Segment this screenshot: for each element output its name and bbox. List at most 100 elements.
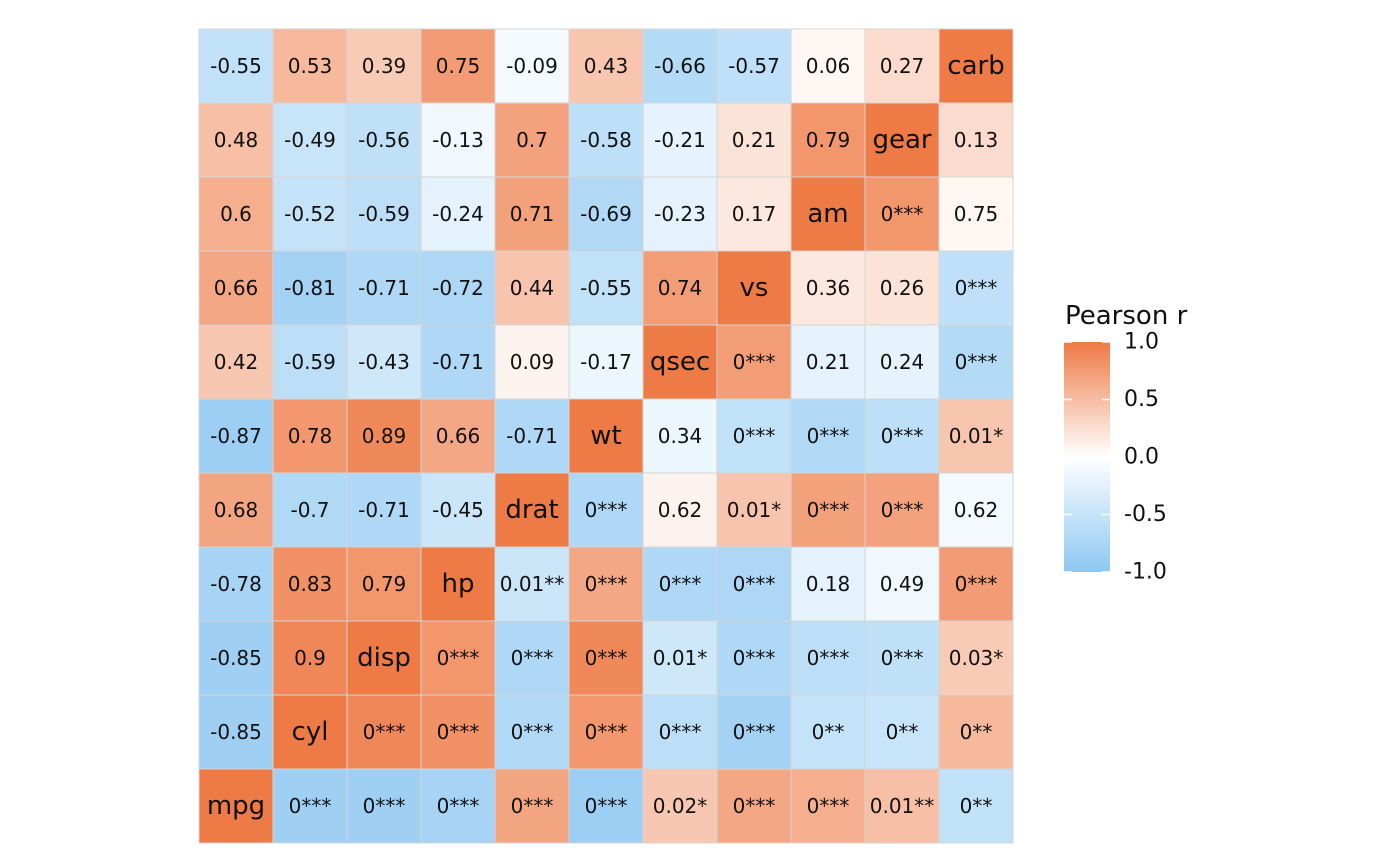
heatmap-cell-drat-carb bbox=[938, 472, 1014, 548]
heatmap-cell-hp-vs bbox=[716, 546, 792, 622]
heatmap-cell-mpg-wt bbox=[568, 768, 644, 844]
diagonal-label-carb: carb bbox=[947, 51, 1004, 81]
p-value-label-drat-carb: 0.62 bbox=[954, 498, 999, 522]
heatmap-cell-vs-qsec bbox=[642, 250, 718, 326]
p-value-label-wt-qsec: 0.34 bbox=[658, 424, 703, 448]
r-value-label-carb-disp: 0.39 bbox=[362, 54, 407, 78]
heatmap-cell-disp-mpg bbox=[198, 620, 274, 696]
p-value-label-vs-carb: 0*** bbox=[955, 276, 998, 300]
diagonal-label-vs: vs bbox=[740, 273, 769, 303]
p-value-label-disp-hp: 0*** bbox=[437, 646, 480, 670]
p-value-label-mpg-gear: 0.01** bbox=[870, 794, 935, 818]
heatmap-cell-disp-disp bbox=[346, 620, 422, 696]
p-value-label-qsec-am: 0.21 bbox=[806, 350, 851, 374]
heatmap-cell-wt-disp bbox=[346, 398, 422, 474]
legend-tick-label: -0.5 bbox=[1124, 502, 1167, 527]
p-value-label-mpg-qsec: 0.02* bbox=[653, 794, 708, 818]
p-value-label-am-carb: 0.75 bbox=[954, 202, 999, 226]
heatmap-cell-wt-drat bbox=[494, 398, 570, 474]
r-value-label-qsec-drat: 0.09 bbox=[510, 350, 555, 374]
p-value-label-disp-qsec: 0.01* bbox=[653, 646, 708, 670]
legend-tick-label: 1.0 bbox=[1124, 330, 1159, 355]
r-value-label-hp-mpg: -0.78 bbox=[210, 572, 262, 596]
p-value-label-drat-vs: 0.01* bbox=[727, 498, 782, 522]
r-value-label-carb-hp: 0.75 bbox=[436, 54, 481, 78]
p-value-label-qsec-gear: 0.24 bbox=[880, 350, 925, 374]
diagonal-label-wt: wt bbox=[590, 421, 621, 451]
p-value-label-cyl-am: 0** bbox=[812, 720, 845, 744]
r-value-label-vs-disp: -0.71 bbox=[358, 276, 410, 300]
legend-title: Pearson r bbox=[1065, 301, 1188, 331]
r-value-label-carb-qsec: -0.66 bbox=[654, 54, 706, 78]
heatmap-cell-vs-vs bbox=[716, 250, 792, 326]
heatmap-cell-drat-wt bbox=[568, 472, 644, 548]
heatmap-cell-vs-carb bbox=[938, 250, 1014, 326]
legend-tick-label: 0.5 bbox=[1124, 387, 1159, 412]
heatmap-cell-hp-cyl bbox=[272, 546, 348, 622]
heatmap-cell-hp-carb bbox=[938, 546, 1014, 622]
heatmap-cell-vs-wt bbox=[568, 250, 644, 326]
r-value-label-carb-vs: -0.57 bbox=[728, 54, 780, 78]
heatmap-cell-carb-qsec bbox=[642, 28, 718, 104]
heatmap-cells: mpg 0*** 0*** 0*** 0*** 0*** 0.02* 0*** 0*** 0.01… bbox=[198, 28, 1014, 844]
heatmap-cell-qsec-vs bbox=[716, 324, 792, 400]
heatmap-cell-drat-gear bbox=[864, 472, 940, 548]
p-value-label-gear-carb: 0.13 bbox=[954, 128, 999, 152]
r-value-label-qsec-disp: -0.43 bbox=[358, 350, 410, 374]
r-value-label-vs-mpg: 0.66 bbox=[214, 276, 259, 300]
heatmap-cell-drat-am bbox=[790, 472, 866, 548]
heatmap-cell-wt-carb bbox=[938, 398, 1014, 474]
p-value-label-disp-carb: 0.03* bbox=[949, 646, 1004, 670]
p-value-label-vs-am: 0.36 bbox=[806, 276, 851, 300]
heatmap-cell-disp-carb bbox=[938, 620, 1014, 696]
heatmap-cell-carb-carb bbox=[938, 28, 1014, 104]
p-value-label-hp-gear: 0.49 bbox=[880, 572, 925, 596]
p-value-label-hp-qsec: 0*** bbox=[659, 572, 702, 596]
heatmap-cell-cyl-cyl bbox=[272, 694, 348, 770]
r-value-label-qsec-mpg: 0.42 bbox=[214, 350, 259, 374]
r-value-label-hp-disp: 0.79 bbox=[362, 572, 407, 596]
p-value-label-drat-qsec: 0.62 bbox=[658, 498, 703, 522]
p-value-label-hp-wt: 0*** bbox=[585, 572, 628, 596]
heatmap-cell-qsec-gear bbox=[864, 324, 940, 400]
p-value-label-disp-wt: 0*** bbox=[585, 646, 628, 670]
heatmap-cell-gear-drat bbox=[494, 102, 570, 178]
diagonal-label-am: am bbox=[807, 199, 848, 229]
p-value-label-qsec-vs: 0*** bbox=[733, 350, 776, 374]
heatmap-cell-hp-drat bbox=[494, 546, 570, 622]
heatmap-cell-am-carb bbox=[938, 176, 1014, 252]
heatmap-cell-mpg-cyl bbox=[272, 768, 348, 844]
p-value-label-vs-gear: 0.26 bbox=[880, 276, 925, 300]
heatmap-cell-am-drat bbox=[494, 176, 570, 252]
heatmap-cell-gear-disp bbox=[346, 102, 422, 178]
p-value-label-mpg-hp: 0*** bbox=[437, 794, 480, 818]
r-value-label-qsec-wt: -0.17 bbox=[580, 350, 632, 374]
heatmap-cell-mpg-qsec bbox=[642, 768, 718, 844]
heatmap-cell-am-wt bbox=[568, 176, 644, 252]
heatmap-cell-wt-cyl bbox=[272, 398, 348, 474]
heatmap-cell-cyl-am bbox=[790, 694, 866, 770]
p-value-label-mpg-am: 0*** bbox=[807, 794, 850, 818]
heatmap-cell-gear-carb bbox=[938, 102, 1014, 178]
r-value-label-drat-cyl: -0.7 bbox=[290, 498, 329, 522]
r-value-label-am-vs: 0.17 bbox=[732, 202, 777, 226]
r-value-label-wt-drat: -0.71 bbox=[506, 424, 558, 448]
r-value-label-am-cyl: -0.52 bbox=[284, 202, 336, 226]
legend-tick-label: 0.0 bbox=[1124, 445, 1159, 470]
color-legend: Pearson r 1.0 0.5 0.0 -0.5 -1.0 bbox=[1064, 301, 1188, 585]
r-value-label-vs-cyl: -0.81 bbox=[284, 276, 336, 300]
p-value-label-qsec-carb: 0*** bbox=[955, 350, 998, 374]
r-value-label-carb-cyl: 0.53 bbox=[288, 54, 333, 78]
r-value-label-cyl-mpg: -0.85 bbox=[210, 720, 262, 744]
heatmap-cell-gear-am bbox=[790, 102, 866, 178]
p-value-label-cyl-gear: 0** bbox=[886, 720, 919, 744]
p-value-label-disp-drat: 0*** bbox=[511, 646, 554, 670]
r-value-label-carb-mpg: -0.55 bbox=[210, 54, 262, 78]
r-value-label-qsec-cyl: -0.59 bbox=[284, 350, 336, 374]
p-value-label-wt-am: 0*** bbox=[807, 424, 850, 448]
heatmap-cell-vs-am bbox=[790, 250, 866, 326]
diagonal-label-disp: disp bbox=[357, 643, 411, 673]
r-value-label-vs-wt: -0.55 bbox=[580, 276, 632, 300]
heatmap-cell-mpg-hp bbox=[420, 768, 496, 844]
heatmap-cell-drat-drat bbox=[494, 472, 570, 548]
